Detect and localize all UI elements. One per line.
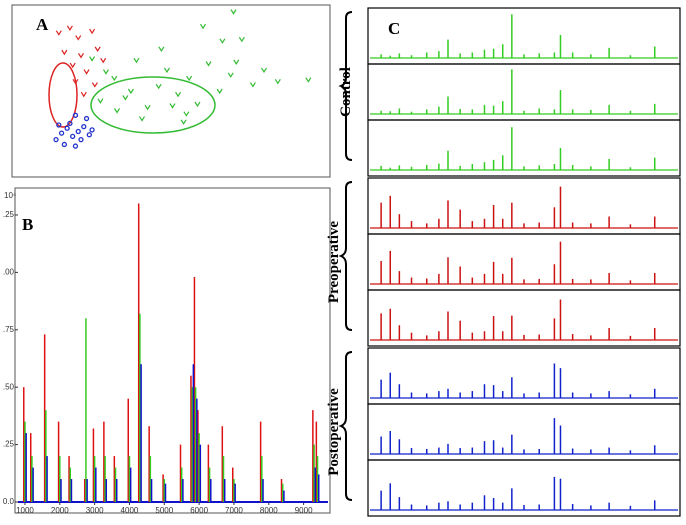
brace (338, 181, 353, 331)
point (86, 132, 92, 138)
x-tick-label: 7000 (225, 506, 243, 515)
point (102, 69, 109, 75)
point (216, 88, 223, 95)
panel-b-frame (14, 187, 331, 514)
point (91, 82, 98, 88)
point (67, 120, 73, 127)
point (70, 133, 76, 140)
trace-frame (367, 289, 681, 347)
point (83, 69, 90, 75)
x-tick-label: 1000 (16, 506, 34, 515)
point (61, 49, 68, 56)
point (186, 75, 193, 82)
point (64, 125, 70, 131)
y-tick-label: .25 (3, 440, 15, 449)
point (144, 104, 151, 111)
point (233, 59, 240, 65)
point (100, 57, 107, 64)
group-label: Preoperative (326, 221, 342, 304)
point (53, 136, 59, 143)
group-label: Control (338, 67, 354, 117)
point (89, 28, 96, 35)
point (55, 30, 62, 36)
point (199, 23, 207, 30)
point (205, 61, 212, 67)
x-tick-label: 4000 (121, 506, 139, 515)
point (75, 128, 81, 135)
green-ellipse (90, 76, 216, 134)
point (169, 103, 176, 109)
point (260, 67, 268, 74)
point (69, 62, 76, 69)
point (94, 46, 101, 53)
point (80, 91, 87, 98)
point (133, 57, 140, 64)
point (194, 101, 201, 108)
point (77, 53, 85, 59)
brace (338, 351, 353, 501)
trace-frame (367, 459, 681, 517)
group-label: Postoperative (326, 388, 342, 476)
x-tick-label: 3000 (86, 506, 104, 515)
y-multiplier: 10⁴ (4, 191, 17, 200)
point (78, 136, 84, 143)
brace (338, 11, 353, 161)
point (127, 88, 134, 95)
panel-label: B (22, 215, 33, 234)
point (138, 116, 146, 122)
y-tick-label: .75 (3, 325, 15, 334)
point (305, 77, 312, 83)
point (274, 78, 281, 85)
point (97, 98, 104, 104)
point (111, 75, 118, 82)
point (81, 123, 87, 130)
point (183, 111, 190, 117)
point (114, 108, 121, 114)
point (72, 112, 79, 118)
trace-frame (367, 119, 681, 177)
point (72, 78, 79, 85)
x-tick-label: 6000 (190, 506, 208, 515)
panel-label: A (36, 15, 49, 34)
x-tick-label: 5000 (155, 506, 173, 515)
point (66, 25, 73, 31)
x-tick-label: 2000 (51, 506, 69, 515)
x-tick-label: 9000 (295, 506, 313, 515)
point (175, 91, 182, 98)
point (83, 115, 90, 122)
point (89, 127, 95, 133)
point (75, 35, 82, 41)
red-ellipse (48, 62, 78, 128)
panel-label: C (388, 19, 400, 38)
y-tick-label: .25 (3, 210, 15, 219)
point (227, 72, 234, 78)
y-tick-label: 0.0 (3, 497, 15, 506)
point (249, 82, 256, 88)
point (180, 119, 187, 125)
point (122, 95, 129, 101)
point (72, 143, 79, 149)
point (163, 67, 170, 74)
point (155, 83, 162, 90)
point (230, 9, 237, 15)
panel-a-frame (11, 4, 331, 178)
point (58, 130, 65, 136)
point (238, 36, 245, 43)
point (56, 122, 62, 128)
y-tick-label: .00 (3, 267, 15, 276)
x-tick-label: 8000 (260, 506, 278, 515)
point (219, 38, 226, 44)
point (89, 56, 96, 62)
point (61, 141, 68, 148)
point (158, 46, 165, 53)
y-tick-label: .50 (3, 382, 15, 391)
